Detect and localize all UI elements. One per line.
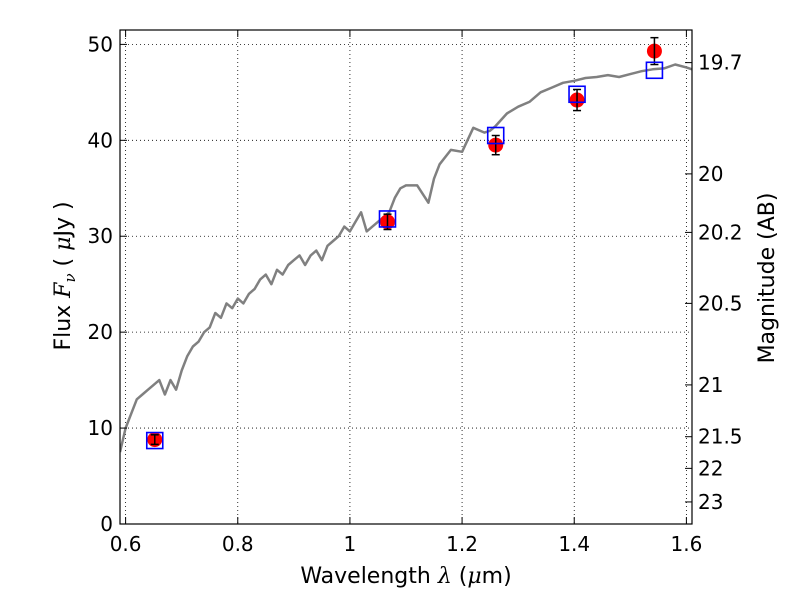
plot-area xyxy=(120,36,692,453)
x-tick-label: 1.2 xyxy=(446,532,478,556)
y-tick-label: 0 xyxy=(100,512,113,536)
x-tick-label: 1.6 xyxy=(670,532,702,556)
y-axis-label-nu: ν xyxy=(61,273,79,282)
plot-frame xyxy=(119,29,693,525)
magnitude-tick-label: 20 xyxy=(698,162,723,186)
magnitude-tick-label: 20.5 xyxy=(698,291,743,315)
model-point xyxy=(378,210,397,228)
magnitude-tick-label: 21.5 xyxy=(698,425,743,449)
y-axis-label-mu: μ xyxy=(51,237,76,251)
y-tick-label: 40 xyxy=(88,128,113,152)
model-point xyxy=(568,85,586,104)
x-tick-label: 1.4 xyxy=(558,532,590,556)
x-axis-label-text: Wavelength xyxy=(300,564,438,589)
magnitude-axis-label: Magnitude (AB) xyxy=(755,193,780,364)
magnitude-tick-label: 23 xyxy=(698,490,723,514)
axis-ticks: 0.6 0.8 1 1.2 1.4 1.6 0 10 20 30 40 50 19.7 20 20.2 20.… xyxy=(88,30,743,556)
x-tick-label: 1 xyxy=(344,532,357,556)
x-axis-label-unit: m) xyxy=(482,564,512,589)
grid xyxy=(120,30,692,525)
model-point xyxy=(486,126,505,145)
x-tick-label: 0.8 xyxy=(222,532,254,556)
x-axis-label-lambda: λ xyxy=(437,564,452,589)
x-tick-label: 0.6 xyxy=(110,532,142,556)
magnitude-tick-label: 21 xyxy=(698,373,723,397)
model-point xyxy=(145,431,164,450)
y-axis-label: Flux Fν ( μJy ) xyxy=(51,201,79,350)
y-axis-label-text: Flux xyxy=(51,298,76,351)
magnitude-tick-label: 20.2 xyxy=(698,220,743,244)
y-axis-label-F: F xyxy=(51,282,76,299)
spectrum-line xyxy=(120,63,692,453)
x-axis-label-mu: μ xyxy=(467,564,481,589)
y-axis-label-unit: Jy ) xyxy=(51,201,76,238)
plot-series xyxy=(120,36,692,453)
magnitude-tick-label: 22 xyxy=(698,456,723,480)
x-axis-label: Wavelength λ (μm) xyxy=(300,564,511,589)
y-axis-label-paren: ( xyxy=(51,251,76,274)
y-tick-label: 50 xyxy=(88,32,113,56)
x-axis-label-paren: ( xyxy=(452,564,468,589)
model-point xyxy=(645,61,664,80)
y-tick-label: 30 xyxy=(88,224,113,248)
y-tick-label: 20 xyxy=(88,320,113,344)
magnitude-tick-label: 19.7 xyxy=(698,51,743,75)
y-tick-label: 10 xyxy=(88,416,113,440)
